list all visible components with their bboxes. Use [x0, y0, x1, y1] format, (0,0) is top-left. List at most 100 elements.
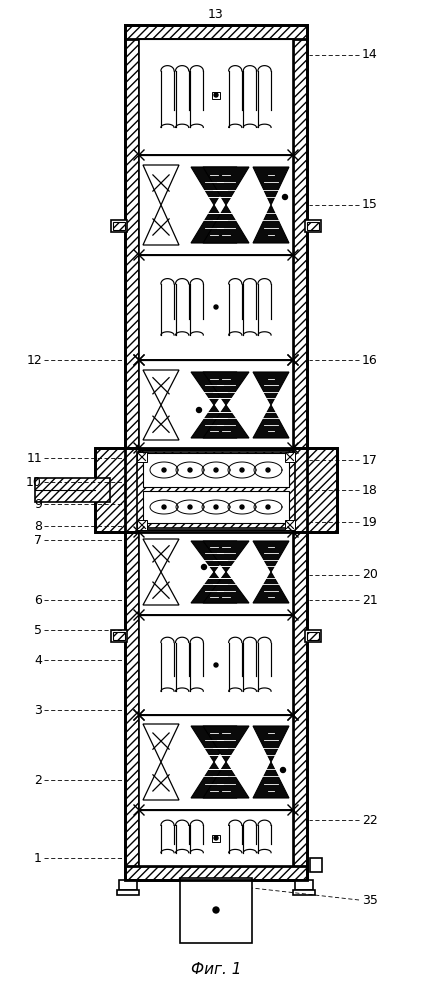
Text: 8: 8: [34, 519, 42, 532]
Circle shape: [240, 505, 244, 509]
Bar: [139, 255, 293, 360]
Polygon shape: [253, 167, 289, 205]
Circle shape: [280, 767, 286, 772]
Bar: [117, 890, 139, 895]
Polygon shape: [203, 167, 249, 205]
Circle shape: [266, 505, 270, 509]
Text: 35: 35: [362, 893, 378, 906]
Bar: [295, 880, 313, 890]
Bar: [111, 220, 127, 232]
Bar: [293, 890, 315, 895]
Polygon shape: [191, 762, 237, 798]
Bar: [125, 866, 307, 880]
Bar: [111, 630, 127, 642]
Bar: [137, 520, 147, 530]
Circle shape: [266, 468, 270, 472]
Text: 19: 19: [362, 515, 378, 528]
Bar: [113, 222, 125, 230]
Bar: [139, 155, 293, 255]
Text: 4: 4: [34, 653, 42, 666]
Circle shape: [162, 505, 166, 509]
Circle shape: [197, 408, 201, 413]
Circle shape: [214, 93, 218, 97]
Text: 18: 18: [362, 484, 378, 497]
Bar: [95, 448, 337, 532]
Bar: [305, 630, 321, 642]
Bar: [143, 453, 289, 487]
Text: 1: 1: [34, 851, 42, 864]
Bar: [293, 448, 337, 532]
Bar: [119, 880, 137, 890]
Bar: [307, 632, 319, 640]
Polygon shape: [203, 762, 249, 798]
Polygon shape: [143, 724, 179, 762]
Text: 20: 20: [362, 568, 378, 581]
Polygon shape: [203, 572, 249, 603]
Bar: [285, 452, 295, 462]
Polygon shape: [191, 541, 237, 572]
Bar: [95, 448, 139, 532]
Polygon shape: [203, 405, 249, 438]
Text: 6: 6: [34, 593, 42, 606]
Bar: [310, 858, 322, 872]
Bar: [139, 39, 293, 155]
Bar: [212, 92, 220, 99]
Polygon shape: [191, 167, 237, 205]
Bar: [307, 222, 319, 230]
Text: 21: 21: [362, 593, 378, 606]
Polygon shape: [143, 205, 179, 245]
Polygon shape: [143, 165, 179, 205]
Polygon shape: [191, 405, 237, 438]
Bar: [139, 39, 293, 866]
Polygon shape: [203, 372, 249, 405]
Polygon shape: [253, 541, 289, 572]
Polygon shape: [143, 572, 179, 605]
Polygon shape: [191, 205, 237, 243]
Text: 17: 17: [362, 454, 378, 467]
Circle shape: [201, 564, 206, 569]
Circle shape: [162, 468, 166, 472]
Text: 3: 3: [34, 703, 42, 716]
Circle shape: [188, 468, 192, 472]
Bar: [125, 25, 139, 880]
Text: 15: 15: [362, 199, 378, 212]
Text: 12: 12: [26, 354, 42, 367]
Polygon shape: [253, 405, 289, 438]
Polygon shape: [191, 372, 237, 405]
Text: 9: 9: [34, 498, 42, 510]
Bar: [139, 530, 293, 615]
Bar: [125, 25, 307, 39]
Bar: [139, 810, 293, 866]
Circle shape: [240, 468, 244, 472]
Bar: [293, 25, 307, 880]
Bar: [305, 220, 321, 232]
Text: 22: 22: [362, 813, 378, 826]
Polygon shape: [203, 541, 249, 572]
Text: 5: 5: [34, 623, 42, 636]
Text: 2: 2: [34, 773, 42, 786]
Text: Фиг. 1: Фиг. 1: [191, 962, 241, 977]
Bar: [212, 835, 220, 842]
Text: 10: 10: [26, 476, 42, 489]
Polygon shape: [203, 205, 249, 243]
Polygon shape: [253, 372, 289, 405]
Polygon shape: [253, 205, 289, 243]
Bar: [139, 715, 293, 810]
Circle shape: [214, 836, 218, 840]
Bar: [139, 615, 293, 715]
Polygon shape: [191, 726, 237, 762]
Circle shape: [214, 468, 218, 472]
Polygon shape: [143, 405, 179, 440]
Text: 14: 14: [362, 49, 378, 62]
Text: 7: 7: [34, 533, 42, 546]
Circle shape: [213, 907, 219, 913]
Polygon shape: [203, 726, 249, 762]
Bar: [143, 491, 289, 523]
Bar: [35, 478, 110, 502]
Bar: [125, 25, 307, 880]
Circle shape: [214, 305, 218, 309]
Polygon shape: [143, 539, 179, 572]
Circle shape: [188, 505, 192, 509]
Circle shape: [283, 195, 288, 200]
Text: 13: 13: [208, 8, 224, 21]
